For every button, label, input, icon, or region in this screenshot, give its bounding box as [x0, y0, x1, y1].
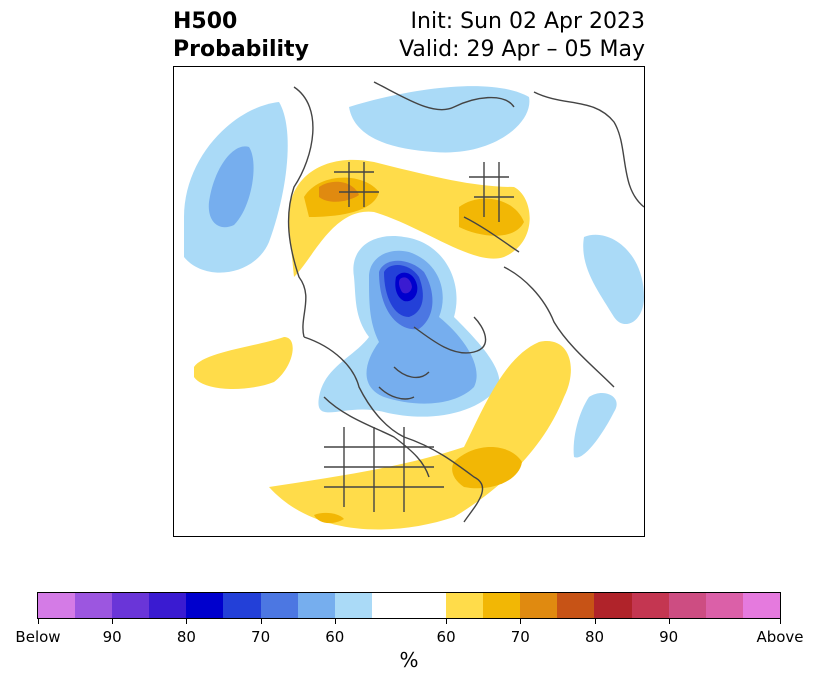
colorbar-tick-label: Below [15, 628, 61, 646]
anomaly-east-below-60 [583, 234, 644, 325]
colorbar-tick [668, 619, 670, 624]
colorbar-segment [483, 593, 521, 618]
colorbar-segment [371, 593, 447, 618]
colorbar-segment [186, 593, 224, 618]
title-line-2: Probability [173, 37, 309, 62]
colorbar-segment [557, 593, 595, 618]
colorbar-tick [112, 619, 114, 624]
colorbar-segment [297, 593, 335, 618]
colorbar-segment [705, 593, 743, 618]
anomaly-atlantic-above-70 [452, 447, 522, 489]
colorbar-tick-label: Above [756, 628, 804, 646]
colorbar-tick [260, 619, 262, 624]
colorbar-segment [446, 593, 484, 618]
colorbar-tick-label: 60 [436, 628, 456, 646]
colorbar-tick-label: 70 [510, 628, 530, 646]
anomaly-siberia-70b [459, 198, 524, 236]
colorbar-tick [594, 619, 596, 624]
colorbar-segment [594, 593, 632, 618]
colorbar-tick [38, 619, 39, 624]
anomaly-north-pacific-70 [208, 146, 254, 228]
colorbar-segment [260, 593, 298, 618]
colorbar-tick [186, 619, 188, 624]
colorbar-tick-label: 60 [325, 628, 345, 646]
colorbar-unit-label: % [399, 648, 419, 672]
anomaly-se-below-60 [573, 392, 617, 458]
colorbar-tick [520, 619, 522, 624]
colorbar-tick [446, 619, 448, 624]
colorbar-segment [223, 593, 261, 618]
valid-date: Valid: 29 Apr – 05 May [399, 37, 645, 62]
anomaly-atlantic-above-70b [314, 512, 344, 524]
colorbar [37, 592, 781, 619]
colorbar-segment [742, 593, 780, 618]
colorbar-tick-label: 80 [584, 628, 605, 646]
anomaly-arctic-95 [398, 277, 412, 294]
init-date: Init: Sun 02 Apr 2023 [410, 9, 645, 34]
colorbar-tick-label: 90 [102, 628, 122, 646]
colorbar-segment [112, 593, 150, 618]
colorbar-tick [334, 619, 336, 624]
colorbar-tick-label: 90 [659, 628, 679, 646]
colorbar-tick-label: 80 [176, 628, 196, 646]
anomaly-npac-above-60 [194, 337, 293, 389]
colorbar-segment [75, 593, 113, 618]
colorbar-segment [668, 593, 706, 618]
chart-title: H500 Probability [173, 8, 309, 64]
colorbar-tick [780, 619, 781, 624]
colorbar-tick-label: 70 [251, 628, 271, 646]
probability-map [173, 66, 645, 537]
colorbar-segment [149, 593, 187, 618]
forecast-dates: Init: Sun 02 Apr 2023 Valid: 29 Apr – 05… [399, 8, 645, 64]
colorbar-segment [334, 593, 372, 618]
title-line-1: H500 [173, 9, 238, 34]
colorbar-segment [38, 593, 76, 618]
anomaly-arctic-russia-60 [349, 86, 530, 153]
colorbar-segment [631, 593, 669, 618]
colorbar-segment [520, 593, 558, 618]
